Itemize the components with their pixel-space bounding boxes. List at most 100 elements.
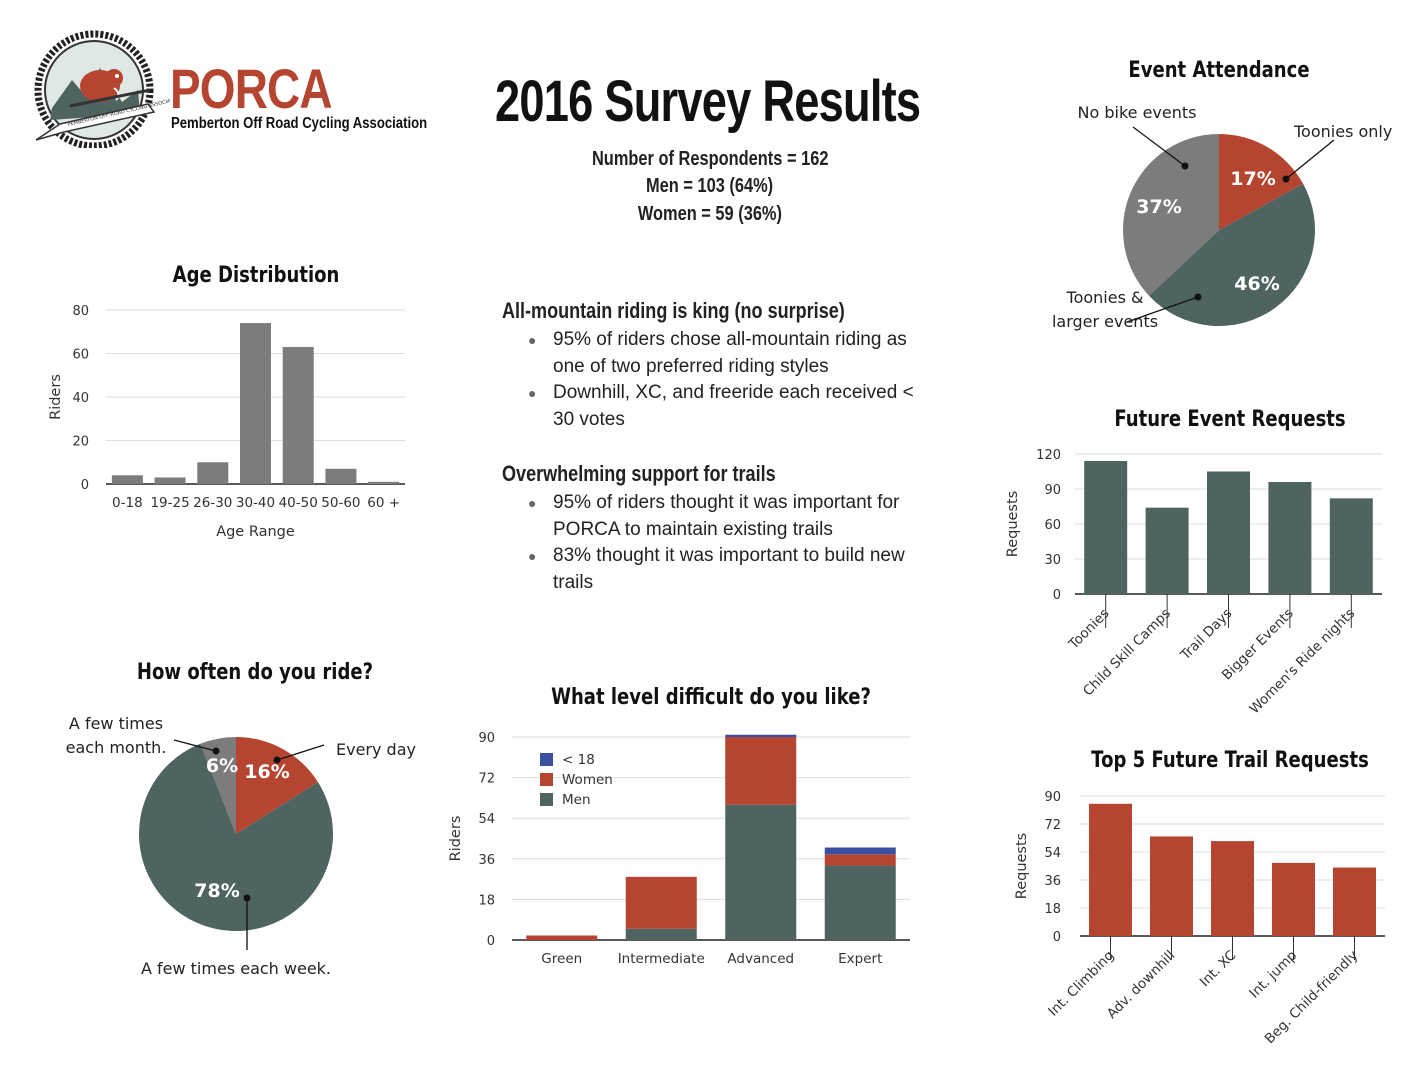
- bar: [1272, 862, 1315, 936]
- trails-title: Top 5 Future Trail Requests: [1091, 746, 1369, 772]
- y-axis-label: Requests: [1005, 491, 1021, 557]
- porca-boar-emblem: PEMBERTON OFF-ROAD CYCLING ASSOCIATION: [34, 30, 170, 148]
- respondents-count: Number of Respondents = 162: [591, 148, 829, 170]
- x-tick-label: 60 +: [367, 495, 400, 511]
- bar: [368, 481, 400, 484]
- y-tick-label: 90: [1044, 483, 1061, 498]
- y-axis-label: Riders: [48, 374, 64, 420]
- bar: [282, 346, 314, 484]
- bar-men: [824, 865, 896, 940]
- y-tick-label: 72: [1044, 818, 1061, 833]
- legend-label: Women: [562, 772, 613, 788]
- bar: [1268, 482, 1312, 594]
- bar-women: [824, 854, 896, 866]
- pie-category-label: Toonies &: [1066, 288, 1144, 307]
- x-tick-label: 50-60: [321, 495, 360, 511]
- ride_freq-title: How often do you ride?: [137, 658, 373, 684]
- y-tick-label: 0: [1053, 588, 1061, 603]
- event-attendance-chart: Event Attendance 17% Toonies only 46% Toonie…: [1052, 56, 1392, 331]
- ride-frequency-chart: How often do you ride? 16% Every day 78% A f…: [66, 658, 416, 978]
- logo-name: PORCA: [170, 57, 333, 120]
- bar: [325, 468, 357, 484]
- pie-category-label: each month.: [66, 738, 167, 757]
- pie-pct-label: 16%: [244, 761, 289, 783]
- y-tick-label: 90: [1044, 790, 1061, 805]
- pie-category-label: A few times: [69, 714, 163, 733]
- x-tick-label: Women's Ride nights: [1246, 606, 1358, 718]
- y-tick-label: 60: [72, 348, 89, 363]
- x-tick-label: 30-40: [236, 495, 275, 511]
- logo-tagline: Pemberton Off Road Cycling Association: [171, 115, 428, 132]
- x-tick-label: 26-30: [193, 495, 232, 511]
- leader-line: [173, 739, 217, 752]
- pie-pct-label: 6%: [206, 755, 238, 777]
- future-event-requests-chart: Future Event Requests0306090120TooniesCh…: [1005, 405, 1382, 718]
- y-tick-label: 0: [1053, 930, 1061, 945]
- x-tick-label: Expert: [838, 951, 882, 967]
- pie-category-label: No bike events: [1078, 103, 1197, 122]
- pie-slice: [200, 737, 236, 834]
- pie-pct-label: 78%: [194, 880, 239, 902]
- x-tick-label: Trail Days: [1177, 606, 1235, 664]
- x-tick-label: Toonies: [1065, 606, 1112, 653]
- y-tick-label: 20: [72, 435, 89, 450]
- x-tick-label: Advanced: [727, 951, 794, 967]
- age-distribution-chart: Age Distribution 0 20 40 60 80 0-18 19-25 26-30 3…: [48, 261, 405, 540]
- y-tick-label: 60: [1044, 518, 1061, 533]
- pie-pct-label: 46%: [1234, 273, 1279, 295]
- pie-slice: [236, 737, 318, 834]
- bar: [1084, 461, 1128, 594]
- y-tick-label: 72: [478, 772, 495, 787]
- pie-category-label: Every day: [336, 740, 416, 759]
- y-tick-label: 18: [1044, 902, 1061, 917]
- bar: [1333, 867, 1376, 936]
- pie-pct-label: 17%: [1230, 168, 1275, 190]
- bar-women: [526, 935, 598, 940]
- x-tick-label: 0-18: [112, 495, 143, 511]
- bar: [1145, 507, 1189, 594]
- bar-18: [824, 847, 896, 855]
- trail-requests-chart: Top 5 Future Trail Requests 0 18 36 54 72 90 In…: [1014, 746, 1385, 1047]
- legend-swatch: [540, 793, 553, 806]
- pie-category-label: Toonies only: [1293, 122, 1392, 141]
- bar: [1089, 803, 1132, 936]
- y-tick-label: 0: [487, 934, 495, 949]
- bar-women: [625, 876, 697, 929]
- attendance-title: Event Attendance: [1128, 56, 1309, 82]
- pie-pct-label: 37%: [1136, 196, 1181, 218]
- pie-slice: [1123, 134, 1219, 296]
- legend-label: Men: [562, 792, 591, 808]
- x-tick-label: 19-25: [150, 495, 189, 511]
- leader-line: [276, 744, 325, 761]
- bar-men: [625, 928, 697, 940]
- x-tick-label: 40-50: [279, 495, 318, 511]
- legend-swatch: [540, 753, 553, 766]
- y-tick-label: 80: [72, 304, 89, 319]
- age-title: Age Distribution: [173, 261, 340, 287]
- bar: [1207, 471, 1250, 594]
- leader-line: [1132, 126, 1186, 167]
- bar: [1150, 836, 1193, 936]
- legend-swatch: [540, 773, 553, 786]
- future_events-title: Future Event Requests: [1114, 405, 1345, 431]
- finding-heading-trails: Overwhelming support for trails: [502, 461, 776, 486]
- x-tick-label: Int. XC: [1197, 948, 1240, 991]
- bar: [154, 477, 186, 484]
- y-tick-label: 54: [1044, 846, 1061, 861]
- bar: [1211, 841, 1254, 936]
- x-tick-label: Intermediate: [618, 951, 705, 967]
- leader-line: [1285, 139, 1335, 180]
- x-tick-label: Int. jump: [1246, 948, 1300, 1002]
- y-tick-label: 36: [1044, 874, 1061, 889]
- bar-18: [725, 734, 797, 737]
- bar: [197, 462, 229, 484]
- porca-logo: PEMBERTON OFF-ROAD CYCLING ASSOCIATION P…: [30, 30, 430, 150]
- finding-heading-allmountain: All-mountain riding is king (no surprise…: [502, 298, 845, 323]
- x-tick-label: Green: [541, 951, 582, 967]
- y-axis-label: Requests: [1014, 833, 1030, 899]
- legend-label: < 18: [562, 752, 595, 768]
- women-count: Women = 59 (36%): [637, 203, 783, 225]
- y-tick-label: 90: [478, 731, 495, 746]
- y-tick-label: 120: [1036, 448, 1061, 463]
- difficulty-title: What level difficult do you like?: [551, 683, 871, 709]
